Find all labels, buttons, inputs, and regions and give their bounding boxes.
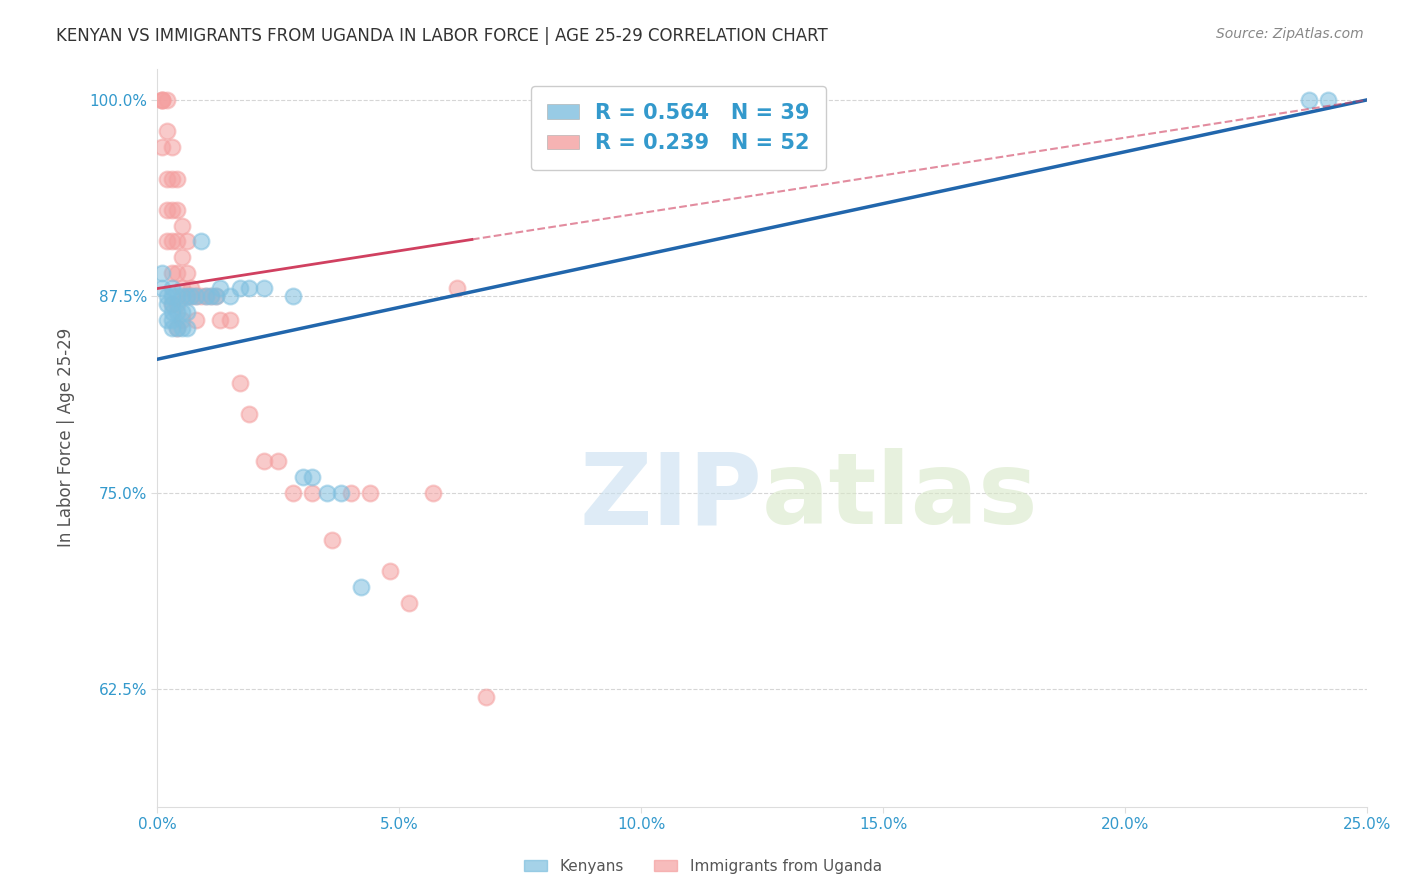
Point: [253, 454, 276, 468]
Point: [180, 289, 202, 303]
Point: [160, 297, 183, 311]
Point: [200, 289, 222, 303]
Point: [186, 313, 208, 327]
Point: [194, 289, 217, 303]
Text: KENYAN VS IMMIGRANTS FROM UGANDA IN LABOR FORCE | AGE 25-29 CORRELATION CHART: KENYAN VS IMMIGRANTS FROM UGANDA IN LABO…: [56, 27, 828, 45]
Point: [166, 320, 188, 334]
Point: [340, 485, 363, 500]
Point: [350, 580, 373, 594]
Point: [267, 454, 290, 468]
Point: [301, 470, 323, 484]
Point: [209, 281, 232, 295]
Point: [170, 289, 193, 303]
Point: [176, 266, 198, 280]
Text: ZIP: ZIP: [579, 449, 762, 545]
Point: [176, 289, 198, 303]
Point: [204, 289, 226, 303]
Point: [166, 202, 188, 217]
Point: [176, 235, 198, 249]
Point: [475, 690, 498, 704]
Point: [160, 281, 183, 295]
Point: [321, 533, 343, 547]
Point: [170, 250, 193, 264]
Point: [180, 289, 202, 303]
Point: [228, 376, 250, 390]
Point: [160, 320, 183, 334]
Point: [1298, 93, 1320, 107]
Point: [156, 202, 179, 217]
Point: [150, 281, 173, 295]
Point: [398, 596, 420, 610]
Point: [190, 235, 212, 249]
Point: [166, 297, 188, 311]
Point: [160, 171, 183, 186]
Point: [170, 219, 193, 233]
Point: [156, 289, 179, 303]
Point: [170, 281, 193, 295]
Point: [200, 289, 222, 303]
Point: [186, 289, 208, 303]
Text: atlas: atlas: [762, 449, 1039, 545]
Legend: R = 0.564   N = 39, R = 0.239   N = 52: R = 0.564 N = 39, R = 0.239 N = 52: [530, 87, 827, 170]
Point: [176, 305, 198, 319]
Point: [238, 281, 260, 295]
Point: [170, 313, 193, 327]
Point: [166, 171, 188, 186]
Point: [359, 485, 381, 500]
Point: [186, 289, 208, 303]
Point: [156, 235, 179, 249]
Point: [253, 281, 276, 295]
Point: [160, 202, 183, 217]
Point: [190, 289, 212, 303]
Point: [446, 281, 468, 295]
Point: [166, 305, 188, 319]
Point: [150, 140, 173, 154]
Point: [160, 289, 183, 303]
Point: [150, 93, 173, 107]
Point: [150, 93, 173, 107]
Point: [156, 297, 179, 311]
Point: [209, 313, 232, 327]
Point: [166, 289, 188, 303]
Point: [330, 485, 353, 500]
Point: [160, 266, 183, 280]
Y-axis label: In Labor Force | Age 25-29: In Labor Force | Age 25-29: [58, 328, 75, 548]
Point: [180, 281, 202, 295]
Point: [204, 289, 226, 303]
Point: [170, 305, 193, 319]
Point: [228, 281, 250, 295]
Point: [160, 305, 183, 319]
Point: [166, 235, 188, 249]
Point: [194, 289, 217, 303]
Point: [150, 93, 173, 107]
Point: [315, 485, 337, 500]
Point: [219, 313, 242, 327]
Point: [291, 470, 314, 484]
Point: [378, 564, 401, 578]
Point: [176, 320, 198, 334]
Point: [281, 485, 304, 500]
Point: [422, 485, 444, 500]
Text: Source: ZipAtlas.com: Source: ZipAtlas.com: [1216, 27, 1364, 41]
Legend: Kenyans, Immigrants from Uganda: Kenyans, Immigrants from Uganda: [519, 853, 887, 880]
Point: [156, 313, 179, 327]
Point: [150, 266, 173, 280]
Point: [160, 140, 183, 154]
Point: [160, 297, 183, 311]
Point: [170, 320, 193, 334]
Point: [156, 124, 179, 138]
Point: [281, 289, 304, 303]
Point: [166, 320, 188, 334]
Point: [301, 485, 323, 500]
Point: [156, 171, 179, 186]
Point: [219, 289, 242, 303]
Point: [238, 407, 260, 421]
Point: [176, 289, 198, 303]
Point: [160, 313, 183, 327]
Point: [1317, 93, 1340, 107]
Point: [160, 235, 183, 249]
Point: [156, 93, 179, 107]
Point: [166, 266, 188, 280]
